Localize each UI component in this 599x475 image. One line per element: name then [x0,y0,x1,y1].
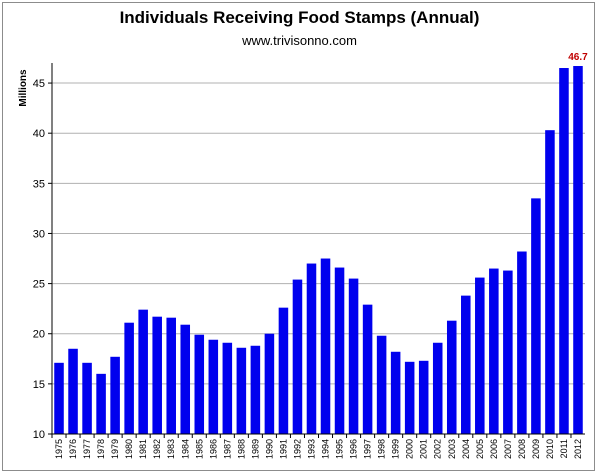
bar [68,348,78,434]
y-tick-label: 40 [33,128,45,140]
bar [432,342,443,434]
x-tick-label: 1985 [194,439,204,459]
x-tick-label: 1975 [54,439,64,459]
x-tick-label: 2002 [433,439,443,459]
x-tick-label: 2000 [405,439,415,459]
data-label: 46.7 [568,52,588,63]
x-axis-ticks: 1975 1976 1977 1978 1979 1980 1981 1982 1983 1984… [51,434,583,459]
bar [362,304,373,434]
bar [531,198,541,434]
bar [559,68,569,434]
x-tick-label: 1994 [321,439,331,459]
x-tick-label: 2011 [559,439,569,458]
x-tick-label: 1980 [124,439,134,459]
x-tick-label: 2006 [489,439,499,459]
x-tick-label: 1978 [96,439,106,459]
bar [82,362,92,434]
bar [404,361,415,434]
bar [110,356,120,434]
bar [138,309,148,434]
bar [194,334,205,434]
bar [446,320,457,434]
bar [278,307,289,434]
x-tick-label: 2001 [419,439,429,459]
x-tick-label: 1981 [138,439,148,459]
bar [573,66,583,434]
bar [517,251,527,434]
x-tick-label: 1991 [278,439,288,459]
bar [152,316,162,434]
chart-title: Individuals Receiving Food Stamps (Annua… [119,8,480,27]
bar [306,263,317,434]
bar [54,362,64,434]
bar [348,278,359,434]
x-tick-label: 1996 [349,439,359,459]
bar [250,345,261,434]
x-tick-label: 2010 [545,439,555,459]
x-tick-label: 1995 [335,439,345,459]
bar [489,268,499,434]
bar [222,342,233,434]
bar [475,277,485,434]
x-tick-label: 1992 [292,439,302,459]
x-tick-label: 2004 [461,439,471,459]
x-tick-label: 1988 [236,439,246,459]
bar [166,317,176,434]
bar [503,270,513,434]
bar [208,339,219,434]
bar [96,373,106,434]
bar [418,360,429,434]
bar [545,130,555,434]
y-tick-label: 30 [33,228,45,240]
x-tick-label: 1979 [110,439,120,459]
bar [264,333,275,434]
y-tick-label: 15 [33,379,45,391]
bar [180,324,191,434]
data-labels: 46.7 [568,52,588,63]
x-tick-label: 1982 [152,439,162,459]
x-tick-label: 1984 [180,439,190,459]
x-tick-label: 1989 [250,439,260,459]
chart-subtitle: www.trivisonno.com [242,33,357,48]
bar [334,267,345,434]
y-axis-ticks: 10 15 20 25 30 35 40 45 [33,78,52,441]
x-tick-label: 1999 [391,439,401,459]
bar [236,347,247,434]
x-tick-label: 1993 [306,439,316,459]
x-tick-label: 1977 [82,439,92,459]
bar [320,258,331,434]
bar [390,351,401,434]
x-tick-label: 2003 [447,439,457,459]
bar [292,279,303,434]
y-axis-label: Millions [18,69,29,107]
x-tick-label: 2009 [531,439,541,459]
x-tick-label: 2005 [475,439,485,459]
y-tick-label: 10 [33,429,45,441]
x-tick-label: 1997 [363,439,373,459]
x-tick-label: 2012 [573,439,583,459]
x-tick-label: 1983 [166,439,176,459]
bar [124,322,134,434]
x-tick-label: 1990 [264,439,274,459]
bars [54,66,583,434]
bar [461,295,471,434]
y-tick-label: 20 [33,329,45,341]
y-tick-label: 25 [33,279,45,291]
y-tick-label: 45 [33,78,45,90]
x-tick-label: 1987 [222,439,232,459]
x-tick-label: 1998 [377,439,387,459]
x-tick-label: 1976 [68,439,78,459]
bar [376,335,387,434]
x-tick-label: 2008 [517,439,527,459]
y-tick-label: 35 [33,178,45,190]
x-tick-label: 2007 [503,439,513,459]
x-tick-label: 1986 [208,439,218,459]
